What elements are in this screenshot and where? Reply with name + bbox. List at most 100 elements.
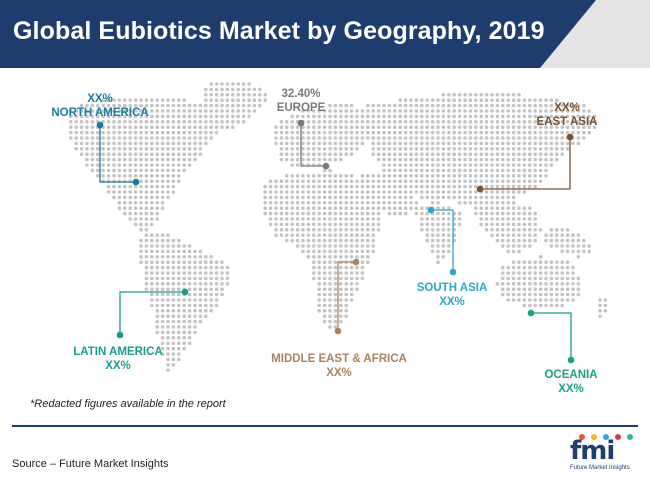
map-dot [128,168,132,173]
map-dot [495,217,500,221]
map-dot [225,93,230,97]
map-dot [528,184,532,189]
map-dot [285,195,289,200]
map-dot [484,109,489,113]
map-dot [177,244,181,248]
map-dot [198,303,203,308]
map-dot [209,260,213,265]
map-dot [155,233,159,237]
map-dot [387,179,392,183]
map-dot [150,303,154,308]
map-dot [382,130,386,135]
map-dot [490,120,494,124]
map-dot [166,254,170,259]
map-dot [598,314,602,319]
map-dot [565,125,570,129]
map-dot [549,298,554,302]
map-dot [457,109,462,113]
europe-marker-start [297,119,305,127]
map-dot [322,136,327,140]
map-dot [139,163,143,167]
map-dot [538,98,543,102]
map-dot [517,152,521,156]
map-dot [382,190,386,194]
map-dot [555,260,559,265]
map-dot [447,228,451,232]
map-dot [425,103,430,108]
map-dot [376,184,381,189]
map-dot [538,254,543,259]
map-dot [236,120,240,124]
map-dot [279,190,284,194]
map-dot [187,136,192,140]
map-dot [312,271,316,275]
map-dot [468,195,473,200]
map-dot [322,319,327,324]
map-dot [214,271,219,275]
map-dot [301,130,305,135]
map-dot [333,141,338,146]
map-dot [501,265,505,270]
map-dot [506,147,511,151]
map-dot [295,201,300,205]
map-dot [398,109,403,113]
map-dot [522,174,527,178]
map-dot [420,163,424,167]
map-dot [96,163,100,167]
map-dot [333,325,338,329]
map-dot [317,201,322,205]
map-dot [522,222,527,227]
map-dot [371,109,376,113]
map-dot [128,195,132,200]
map-dot [301,136,305,140]
map-dot [441,152,446,156]
map-dot [112,195,116,200]
map-dot [382,147,386,151]
map-dot [468,152,473,156]
map-dot [430,125,435,129]
map-dot [328,228,332,232]
map-dot [214,125,219,129]
map-dot [571,130,575,135]
map-dot [204,141,208,146]
map-dot [247,114,251,119]
map-dot [533,282,537,286]
map-dot [436,260,440,265]
map-dot [144,249,149,254]
map-dot [457,114,462,119]
map-dot [533,114,537,119]
map-dot [533,120,537,124]
map-dot [349,217,354,221]
map-dot [506,195,511,200]
map-dot [247,98,251,102]
map-dot [398,168,403,173]
map-dot [576,130,581,135]
map-dot [468,125,473,129]
map-dot [425,179,430,183]
map-dot [166,152,170,156]
map-dot [177,330,181,335]
map-dot [150,109,154,113]
map-dot [182,109,186,113]
map-dot [544,163,548,167]
map-dot [128,157,132,162]
map-dot [231,82,235,86]
map-dot [333,314,338,319]
map-dot [501,125,505,129]
map-dot [344,309,349,313]
map-dot [177,352,181,356]
map-dot [279,120,284,124]
map-dot [301,190,305,194]
map-dot [312,276,316,281]
map-dot [155,157,159,162]
map-dot [376,141,381,146]
map-dot [360,109,365,113]
map-dot [576,244,581,248]
map-dot [204,303,208,308]
map-dot [328,276,332,281]
map-dot [511,292,516,297]
map-dot [393,163,397,167]
map-dot [457,125,462,129]
map-dot [441,249,446,254]
map-dot [333,114,338,119]
